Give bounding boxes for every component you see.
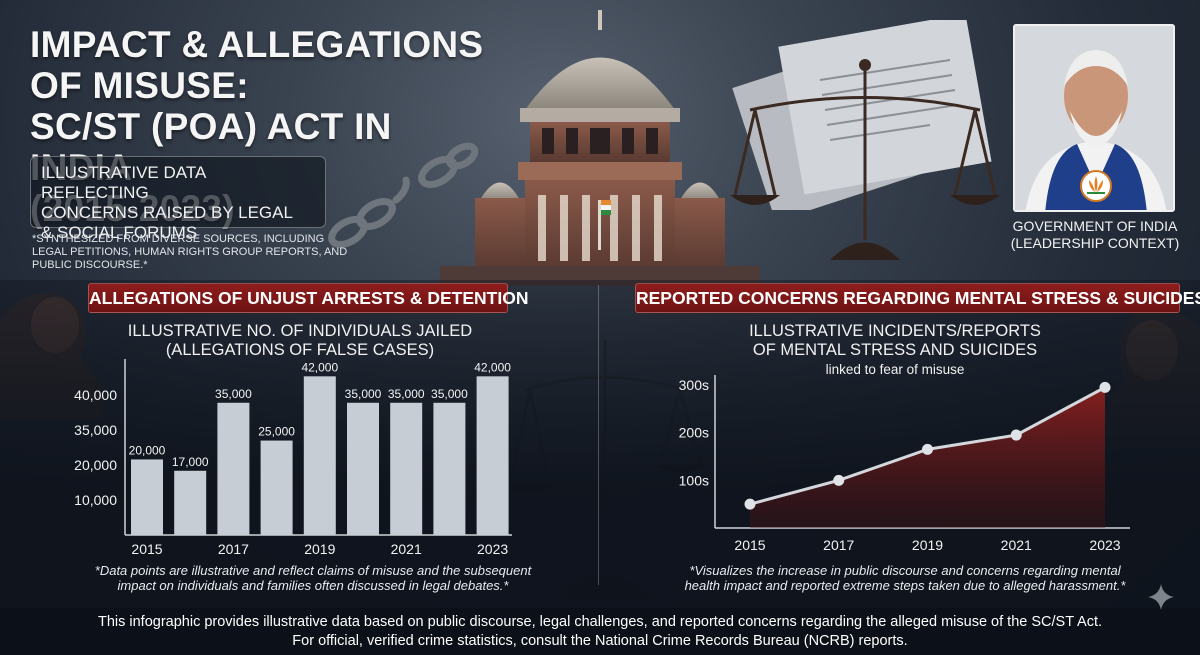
bar-y-tick-label: 40,000 — [74, 387, 117, 403]
bar-2020 — [347, 402, 379, 535]
bar-chart-title: ILLUSTRATIVE NO. OF INDIVIDUALS JAILED (… — [110, 322, 490, 360]
leader-caption-line-2: (LEADERSHIP CONTEXT) — [1010, 235, 1180, 251]
section-divider — [598, 285, 599, 585]
bar-2018 — [260, 440, 293, 535]
title-line-1: IMPACT & ALLEGATIONS OF MISUSE: — [30, 24, 484, 106]
line-y-tick-label: 300s — [679, 377, 709, 393]
sparkle-icon — [1148, 584, 1174, 610]
bar-data-label: 17,000 — [172, 455, 209, 469]
mental-stress-section-banner: REPORTED CONCERNS REGARDING MENTAL STRES… — [635, 283, 1200, 313]
footer-line-2: For official, verified crime statistics,… — [292, 633, 908, 649]
portrait-illustration — [1015, 26, 1173, 210]
line-chart-title-line-1: ILLUSTRATIVE INCIDENTS/REPORTS — [749, 322, 1041, 340]
line-x-tick-label: 2017 — [823, 537, 854, 553]
line-y-tick-label: 200s — [679, 425, 709, 441]
disclaimer-footer: This infographic provides illustrative d… — [0, 608, 1200, 655]
bar-data-label: 35,000 — [431, 387, 468, 401]
leader-caption-line-1: GOVERNMENT OF INDIA — [1012, 218, 1178, 234]
source-note-line-1: *SYNTHESIZED FROM DIVERSE SOURCES, INCLU… — [32, 233, 325, 245]
bar-data-label: 35,000 — [215, 387, 252, 401]
source-note-line-3: PUBLIC DISCOURSE.* — [32, 259, 148, 271]
bar-2016 — [174, 470, 207, 535]
bar-footnote-line-2: impact on individuals and families often… — [117, 578, 509, 593]
supreme-court-illustration — [440, 10, 760, 286]
line-chart-footnote: *Visualizes the increase in public disco… — [655, 563, 1155, 593]
line-point-2019 — [922, 443, 933, 455]
bar-footnote-line-1: *Data points are illustrative and reflec… — [94, 563, 532, 578]
bar-2019 — [303, 376, 336, 535]
bar-chart-title-line-2: (ALLEGATIONS OF FALSE CASES) — [165, 341, 435, 359]
bar-2023 — [476, 376, 509, 535]
bar-data-label: 35,000 — [345, 387, 382, 401]
line-chart-title-line-2: OF MENTAL STRESS AND SUICIDES — [752, 341, 1038, 359]
bar-2015 — [131, 459, 163, 535]
bar-data-label: 42,000 — [301, 360, 338, 374]
subtitle-line-1: ILLUSTRATIVE DATA REFLECTING — [41, 163, 206, 202]
line-point-2023 — [1099, 381, 1111, 393]
source-note-line-2: LEGAL PETITIONS, HUMAN RIGHTS GROUP REPO… — [32, 246, 348, 258]
scales-of-justice-icon — [730, 59, 1000, 260]
line-y-tick-label: 100s — [679, 472, 709, 488]
source-note: *SYNTHESIZED FROM DIVERSE SOURCES, INCLU… — [32, 233, 362, 272]
line-point-2021 — [1010, 429, 1022, 441]
leader-portrait — [1013, 24, 1175, 212]
bar-x-tick-label: 2017 — [218, 541, 249, 557]
bar-x-tick-label: 2019 — [304, 541, 335, 557]
line-footnote-line-2: health impact and reported extreme steps… — [684, 578, 1126, 593]
bar-data-label: 25,000 — [258, 425, 295, 439]
line-chart-subtitle: linked to fear of misuse — [825, 362, 965, 377]
bar-x-tick-label: 2021 — [391, 541, 422, 557]
arrests-section-banner: ALLEGATIONS OF UNJUST ARRESTS & DETENTIO… — [88, 283, 528, 313]
subtitle-box: ILLUSTRATIVE DATA REFLECTING CONCERNS RA… — [30, 156, 326, 242]
line-x-tick-label: 2023 — [1089, 537, 1120, 553]
line-point-2015 — [744, 498, 756, 510]
bar-y-tick-label: 20,000 — [74, 457, 117, 473]
jailed-bar-chart: 20,000 17,000 35,000 25,000 42,000 35,000 35,0… — [74, 359, 512, 557]
line-chart-title: ILLUSTRATIVE INCIDENTS/REPORTS OF MENTAL… — [705, 322, 1085, 379]
mental-stress-line-chart: 100s 200s 300s 2015 2017 2019 2021 2023 — [679, 375, 1130, 553]
bar-data-label: 20,000 — [129, 443, 166, 457]
subtitle-line-3: & SOCIAL FORUMS — [41, 223, 198, 242]
bar-chart-footnote: *Data points are illustrative and reflec… — [78, 563, 548, 593]
legal-documents-illustration — [732, 20, 992, 210]
broken-chain-icon — [328, 142, 478, 248]
bar-2022 — [433, 402, 466, 535]
bar-2021 — [390, 402, 423, 535]
bar-2017 — [217, 402, 250, 535]
leader-caption: GOVERNMENT OF INDIA (LEADERSHIP CONTEXT) — [1005, 218, 1185, 252]
bar-chart-title-line-1: ILLUSTRATIVE NO. OF INDIVIDUALS JAILED — [127, 322, 473, 340]
bar-y-tick-label: 10,000 — [74, 492, 117, 508]
bar-y-tick-label: 35,000 — [74, 422, 117, 438]
bar-data-label: 42,000 — [474, 360, 511, 374]
line-footnote-line-1: *Visualizes the increase in public disco… — [689, 563, 1121, 578]
line-area-fill — [750, 387, 1105, 528]
bar-data-label: 35,000 — [388, 387, 425, 401]
bar-x-tick-label: 2023 — [477, 541, 508, 557]
footer-line-1: This infographic provides illustrative d… — [97, 614, 1103, 630]
line-x-tick-label: 2015 — [734, 537, 765, 553]
line-x-tick-label: 2021 — [1001, 537, 1032, 553]
line-x-tick-label: 2019 — [912, 537, 943, 553]
bar-x-tick-label: 2015 — [131, 541, 162, 557]
line-point-2017 — [833, 474, 845, 486]
subtitle-line-2: CONCERNS RAISED BY LEGAL — [41, 203, 293, 222]
